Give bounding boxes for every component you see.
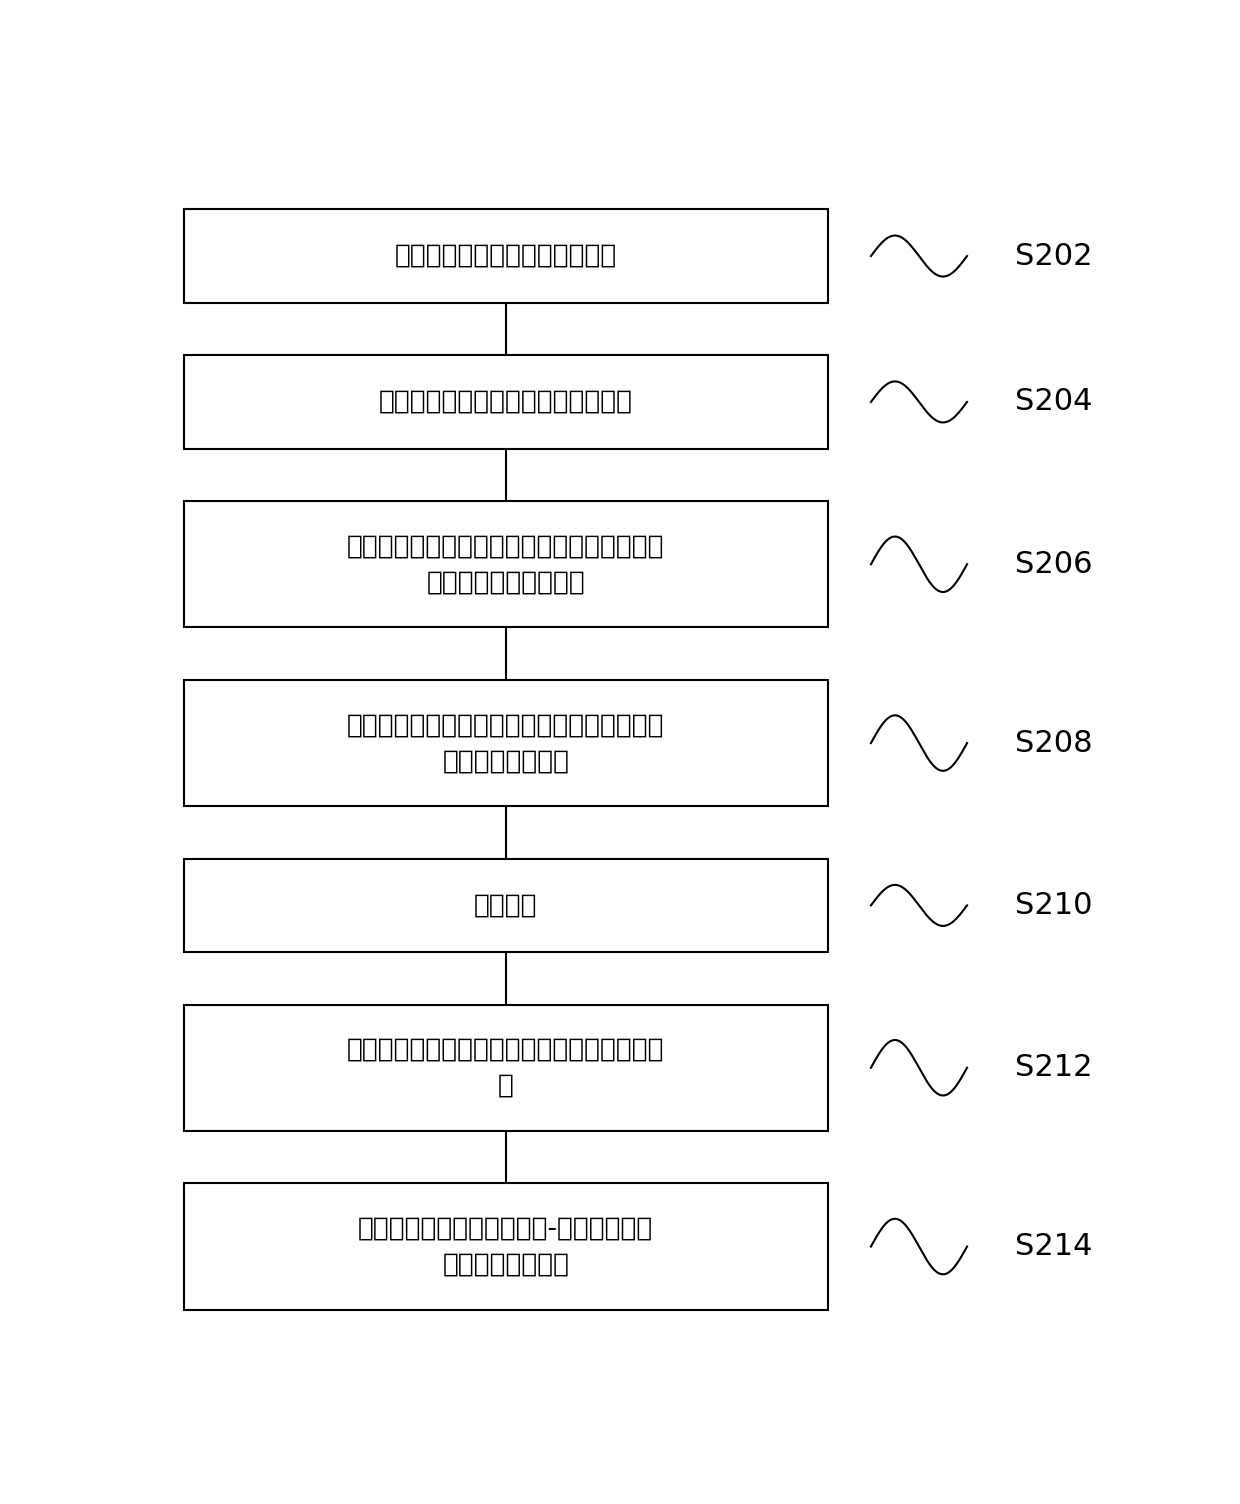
- Text: S214: S214: [1016, 1232, 1092, 1260]
- Text: 依次形成隧穿绝缘层、浮栅-字线间隙氧化
层、擦除栅多晶层: 依次形成隧穿绝缘层、浮栅-字线间隙氧化 层、擦除栅多晶层: [358, 1215, 653, 1277]
- Text: 在所述第一多晶硅层上依次形成层间绝缘层、
第二多晶硅层、介质层: 在所述第一多晶硅层上依次形成层间绝缘层、 第二多晶硅层、介质层: [347, 534, 665, 596]
- Text: S202: S202: [1016, 242, 1092, 271]
- Text: 刻蚀所述第一多晶硅层，并对源区进行离子注
入: 刻蚀所述第一多晶硅层，并对源区进行离子注 入: [347, 1036, 665, 1099]
- Text: S212: S212: [1016, 1053, 1092, 1083]
- Bar: [184, 1184, 827, 1310]
- Text: 在半导体衬底表面形成栅介质层: 在半导体衬底表面形成栅介质层: [394, 244, 616, 269]
- Text: 形成侧墙: 形成侧墙: [474, 892, 537, 919]
- Text: S210: S210: [1016, 890, 1092, 920]
- Bar: [184, 209, 827, 302]
- Text: 在所述栅介质层上形成第一多晶硅层: 在所述栅介质层上形成第一多晶硅层: [378, 390, 632, 415]
- Bar: [184, 355, 827, 448]
- Bar: [184, 680, 827, 806]
- Text: S204: S204: [1016, 388, 1092, 417]
- Text: S208: S208: [1016, 728, 1092, 758]
- Bar: [184, 501, 827, 627]
- Text: 对所述介质层、第二多晶硅层、层间绝缘进行
刻蚀，形成控制栅: 对所述介质层、第二多晶硅层、层间绝缘进行 刻蚀，形成控制栅: [347, 711, 665, 775]
- Text: S206: S206: [1016, 550, 1092, 579]
- Bar: [184, 859, 827, 952]
- Bar: [184, 1005, 827, 1131]
